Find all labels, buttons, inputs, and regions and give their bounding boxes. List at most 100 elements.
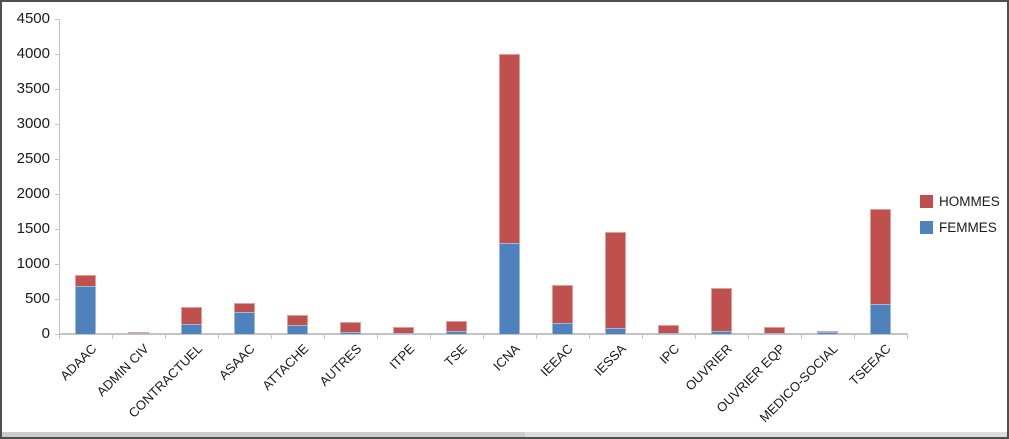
bar-slot [218, 19, 271, 334]
y-axis-tick-label: 4000 [16, 45, 50, 62]
x-axis-tick [271, 335, 272, 339]
bar-segment-femmes [75, 285, 96, 334]
x-axis-tick [536, 335, 537, 339]
bar-segment-femmes [340, 332, 361, 334]
bar-segment-hommes [340, 322, 361, 333]
plot-area [59, 19, 907, 334]
stacked-bar [870, 209, 891, 334]
x-axis-tick [430, 335, 431, 339]
y-axis-tick-label: 500 [24, 290, 50, 307]
bar-segment-hommes [499, 54, 520, 243]
bar-segment-hommes [287, 315, 308, 325]
y-axis-tick-label: 3500 [16, 80, 50, 97]
bar-segment-femmes [234, 311, 255, 334]
bar-segment-femmes [817, 331, 838, 334]
y-axis-tick [55, 229, 59, 230]
bar-slot [854, 19, 907, 334]
bar-segment-femmes [287, 324, 308, 334]
stacked-bar [499, 54, 520, 334]
y-axis-tick [55, 159, 59, 160]
stacked-bar [764, 327, 785, 334]
x-axis-label: ICNA [490, 341, 524, 374]
bar-segment-hommes [870, 209, 891, 304]
legend-item-femmes: FEMMES [920, 220, 1000, 235]
bar-segment-femmes [658, 332, 679, 334]
x-axis-label: TSEEAC [846, 341, 895, 389]
y-axis-tick-label: 2500 [16, 150, 50, 167]
legend-item-hommes: HOMMES [920, 194, 1000, 209]
y-axis-tick [55, 54, 59, 55]
x-axis-label: IEEAC [537, 341, 577, 380]
x-axis-label: TSE [441, 341, 471, 370]
scrollbar-thumb[interactable] [2, 432, 525, 437]
x-axis-tick [218, 335, 219, 339]
x-axis-tick [801, 335, 802, 339]
bar-segment-hommes [764, 327, 785, 333]
bar-segment-hommes [605, 231, 626, 328]
legend-swatch-icon [920, 195, 933, 208]
bar-segment-femmes [181, 323, 202, 334]
bar-segment-hommes [446, 320, 467, 332]
bar-segment-hommes [817, 330, 838, 332]
x-axis-label: OUVRIER [682, 341, 736, 394]
x-axis-tick [377, 335, 378, 339]
y-axis-tick-label: 1000 [16, 255, 50, 272]
legend-label: FEMMES [939, 220, 997, 235]
bar-segment-femmes [393, 332, 414, 334]
y-axis-tick [55, 334, 59, 335]
scrollbar-track-rest[interactable] [524, 432, 1007, 437]
stacked-bar [287, 315, 308, 334]
x-axis-tick [483, 335, 484, 339]
legend-swatch-icon [920, 221, 933, 234]
bar-slot [430, 19, 483, 334]
bar-slot [536, 19, 589, 334]
bar-segment-femmes [128, 332, 149, 334]
bar-slot [324, 19, 377, 334]
bar-segment-femmes [499, 243, 520, 334]
y-axis-tick [55, 124, 59, 125]
bar-slot [748, 19, 801, 334]
y-axis-tick [55, 194, 59, 195]
bar-slot [112, 19, 165, 334]
x-axis-label: ASAAC [216, 341, 259, 383]
y-axis-tick [55, 89, 59, 90]
bar-segment-hommes [552, 285, 573, 323]
horizontal-scrollbar[interactable] [2, 432, 1007, 437]
bar-segment-femmes [764, 333, 785, 334]
bar-slot [271, 19, 324, 334]
stacked-bar [658, 324, 679, 334]
bar-slot [483, 19, 536, 334]
bar-segment-hommes [75, 274, 96, 286]
y-axis-tick-label: 0 [41, 325, 50, 342]
stacked-bar [128, 331, 149, 334]
bar-segment-femmes [870, 303, 891, 334]
bar-slot [59, 19, 112, 334]
bar-segment-femmes [552, 322, 573, 334]
y-axis-line [59, 19, 60, 334]
x-axis-label: ADAAC [56, 341, 100, 384]
stacked-bar [75, 274, 96, 334]
x-axis-tick [907, 335, 908, 339]
stacked-bar [181, 306, 202, 334]
y-axis-tick [55, 299, 59, 300]
stacked-bar [817, 330, 838, 334]
bar-segment-hommes [658, 324, 679, 333]
stacked-bar [446, 320, 467, 334]
x-axis-tick [589, 335, 590, 339]
y-axis-tick-label: 1500 [16, 220, 50, 237]
x-axis-label: IPC [656, 341, 683, 367]
bar-segment-femmes [446, 331, 467, 334]
legend-label: HOMMES [939, 194, 1000, 209]
x-axis-label: IESSA [591, 341, 630, 379]
x-axis-tick [642, 335, 643, 339]
bar-slot [165, 19, 218, 334]
bar-segment-femmes [605, 327, 626, 334]
y-axis-tick-label: 4500 [16, 10, 50, 27]
stacked-bar [711, 287, 732, 334]
bar-slot [589, 19, 642, 334]
bar-segment-hommes [128, 331, 149, 333]
bar-segment-hommes [711, 287, 732, 331]
stacked-bar [552, 285, 573, 334]
bar-segment-hommes [234, 302, 255, 312]
